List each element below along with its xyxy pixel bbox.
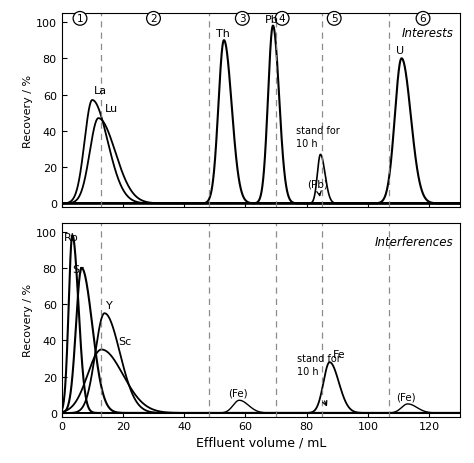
Text: 2: 2 <box>150 14 157 25</box>
Text: Interests: Interests <box>402 26 454 39</box>
Text: 5: 5 <box>331 14 337 25</box>
X-axis label: Effluent volume / mL: Effluent volume / mL <box>195 436 326 449</box>
Text: Lu: Lu <box>104 103 118 113</box>
Text: Th: Th <box>216 29 230 39</box>
Y-axis label: Recovery / %: Recovery / % <box>23 283 33 357</box>
Text: Y: Y <box>106 300 113 310</box>
Text: Sc: Sc <box>118 336 131 346</box>
Text: 4: 4 <box>279 14 285 25</box>
Text: 6: 6 <box>419 14 426 25</box>
Text: Rb: Rb <box>64 232 79 242</box>
Text: Interferences: Interferences <box>375 236 454 249</box>
Text: stand for
10 h: stand for 10 h <box>296 126 340 149</box>
Text: (Fe): (Fe) <box>228 388 247 398</box>
Text: Sr: Sr <box>73 265 84 275</box>
Text: 3: 3 <box>239 14 246 25</box>
Text: Fe: Fe <box>333 349 345 359</box>
Text: La: La <box>94 85 107 95</box>
Text: Pb: Pb <box>265 15 279 25</box>
Y-axis label: Recovery / %: Recovery / % <box>23 74 33 147</box>
Text: U: U <box>396 45 404 56</box>
Text: (Pb): (Pb) <box>307 180 328 189</box>
Text: (Fe): (Fe) <box>396 391 416 401</box>
Text: stand for
10 h: stand for 10 h <box>298 353 341 375</box>
Text: 1: 1 <box>77 14 83 25</box>
